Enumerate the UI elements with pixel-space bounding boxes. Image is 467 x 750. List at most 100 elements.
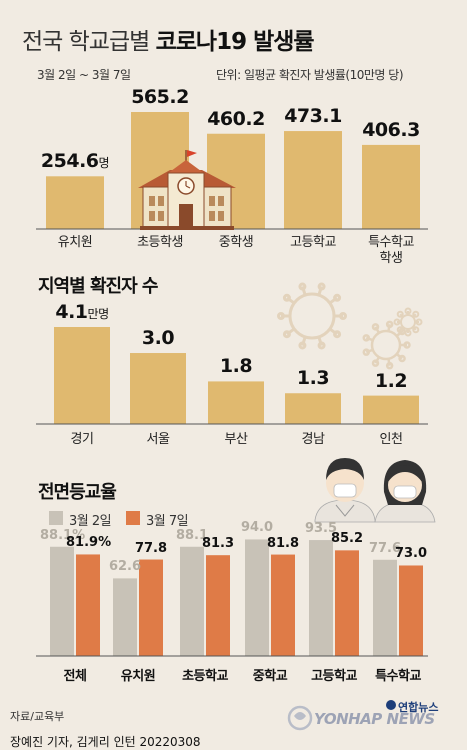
chart2-value-label: 1.2 bbox=[374, 369, 408, 392]
chart3-value-label-mar2: 88.1% bbox=[40, 527, 86, 543]
chart2-bar bbox=[130, 353, 186, 424]
virus-spike-tip bbox=[385, 361, 394, 370]
yonhap-logo-icon bbox=[287, 705, 313, 731]
virus-spike-tip bbox=[371, 323, 380, 331]
chart2-category-label: 경남 bbox=[301, 432, 325, 447]
virus-spike-tip bbox=[412, 310, 420, 318]
virus-spike-tip bbox=[398, 354, 406, 363]
brand-korean: 연합뉴스 bbox=[398, 701, 439, 714]
chart1-category-label: 특수학교 bbox=[368, 235, 414, 250]
chart1-bar bbox=[362, 144, 420, 229]
title-light: 전국 학교급별 bbox=[22, 29, 150, 55]
chart2-value-label: 4.1만명 bbox=[55, 301, 110, 323]
chart2-category-label: 경기 bbox=[70, 432, 94, 447]
virus-spike-tip bbox=[415, 318, 423, 326]
virus-spike-tip bbox=[385, 320, 394, 329]
chart3-value-label-mar2: 77.6 bbox=[368, 540, 402, 556]
chart3-bar-mar7 bbox=[399, 565, 423, 656]
chart1-value-label-unit: 명 bbox=[98, 156, 110, 171]
chart2-value-label: 1.8 bbox=[219, 355, 253, 378]
legend-label-mar7: 3월 7일 bbox=[146, 514, 189, 529]
chart1-category-label: 학생 bbox=[379, 251, 403, 266]
chart3-bar-mar2 bbox=[50, 546, 74, 656]
legend-swatch-mar7 bbox=[126, 511, 140, 525]
chart2-category-label: 부산 bbox=[224, 432, 248, 447]
brand-english: YONHAP NEWS bbox=[314, 710, 435, 728]
source-label: 자료/교육부 bbox=[10, 710, 65, 723]
chart2-category-label: 서울 bbox=[146, 432, 170, 447]
byline: 장예진 기자, 김게리 인턴 20220308 bbox=[10, 735, 201, 749]
chart3-bar-mar2 bbox=[245, 539, 269, 656]
virus-spike-tip bbox=[412, 326, 420, 334]
chart3-value-label-mar2: 62.6 bbox=[108, 559, 142, 575]
virus-spike-tip bbox=[277, 312, 285, 320]
chart1-value-label: 473.1 bbox=[284, 105, 342, 128]
chart1-value-label: 254.6명 bbox=[40, 150, 110, 173]
virus-spike-tip bbox=[396, 310, 404, 318]
chart3-bar-mar7 bbox=[139, 559, 163, 656]
chart3-value-label-mar2: 88.1 bbox=[175, 527, 209, 543]
chart3-value-label-mar2: 94.0 bbox=[240, 520, 274, 536]
chart1-bar bbox=[46, 176, 104, 229]
chart3-marks bbox=[36, 539, 428, 657]
chart3-bar-mar2 bbox=[309, 540, 333, 656]
chart3-value-label-mar7: 85.2 bbox=[330, 531, 364, 547]
title-bold: 코로나19 발생률 bbox=[155, 29, 315, 55]
chart3-category-label: 고등학교 bbox=[311, 669, 357, 684]
virus-spike-tip bbox=[317, 282, 326, 291]
virus-spike-tip bbox=[404, 329, 412, 337]
student-boy-mask-icon bbox=[314, 458, 376, 523]
chart3-bar-mar2 bbox=[373, 559, 397, 656]
page-title: 전국 학교급별 코로나19 발생률 bbox=[22, 22, 315, 56]
virus-icon bbox=[393, 307, 423, 337]
chart1-category-label: 중학생 bbox=[218, 235, 254, 250]
chart3-category-label: 중학교 bbox=[252, 669, 288, 684]
chart1-bar bbox=[284, 131, 342, 229]
unit-note: 단위: 일평균 확진자 발생률(10만명 당) bbox=[216, 68, 404, 82]
virus-icon bbox=[277, 282, 347, 350]
chart3-value-label-mar7: 81.8 bbox=[266, 535, 300, 551]
virus-spike-tip bbox=[317, 341, 326, 350]
section3-title: 전면등교율 bbox=[38, 482, 117, 503]
virus-spike-tip bbox=[362, 348, 371, 356]
chart1-category-label: 유치원 bbox=[57, 235, 93, 250]
chart3-category-label: 특수학교 bbox=[375, 669, 421, 684]
chart3-value-label-mar7: 77.8 bbox=[134, 540, 168, 556]
virus-spike-tip bbox=[403, 341, 411, 349]
chart2-value-label-unit: 만명 bbox=[87, 307, 110, 321]
chart1-value-label: 460.2 bbox=[207, 107, 265, 130]
chart2-bar bbox=[208, 381, 264, 424]
virus-spike-tip bbox=[404, 307, 412, 315]
chart3-bar-mar7 bbox=[335, 550, 359, 656]
virus-spike-tip bbox=[396, 326, 404, 334]
chart3-bar-mar7 bbox=[76, 554, 100, 656]
legend-swatch-mar2 bbox=[49, 511, 63, 525]
chart2-value-label: 1.3 bbox=[296, 367, 330, 390]
chart3-value-label-mar7: 81.3 bbox=[201, 536, 235, 552]
chart1-value-label: 565.2 bbox=[131, 86, 189, 108]
chart2-bar bbox=[54, 327, 110, 424]
chart3-category-label: 초등학교 bbox=[182, 669, 228, 684]
virus-spike-tip bbox=[333, 330, 342, 339]
virus-spike-tip bbox=[362, 334, 371, 342]
chart2-value-label: 3.0 bbox=[141, 327, 175, 350]
chart3-value-label-mar7: 81.9% bbox=[66, 535, 112, 551]
school-building-icon bbox=[138, 150, 236, 230]
chart2-bar bbox=[363, 395, 419, 424]
chart3-bar-mar7 bbox=[271, 554, 295, 656]
virus-spike-tip bbox=[298, 341, 307, 350]
chart3-value-label-mar2: 93.5 bbox=[304, 521, 338, 537]
period-label: 3월 2일 ~ 3월 7일 bbox=[37, 68, 131, 82]
virus-spike-tip bbox=[339, 312, 347, 320]
virus-spike-tip bbox=[393, 318, 401, 326]
virus-spike-tip bbox=[333, 293, 342, 302]
virus-spike-tip bbox=[371, 359, 380, 367]
virus-spike-tip bbox=[282, 330, 291, 339]
chart2-bar bbox=[285, 393, 341, 424]
chart3-bar-mar2 bbox=[113, 578, 137, 656]
chart3-value-label-mar7: 73.0 bbox=[394, 546, 428, 562]
student-girl-mask-icon bbox=[374, 460, 436, 523]
yonhap-mini-logo-icon bbox=[386, 700, 396, 710]
chart2-category-label: 인천 bbox=[379, 432, 403, 447]
